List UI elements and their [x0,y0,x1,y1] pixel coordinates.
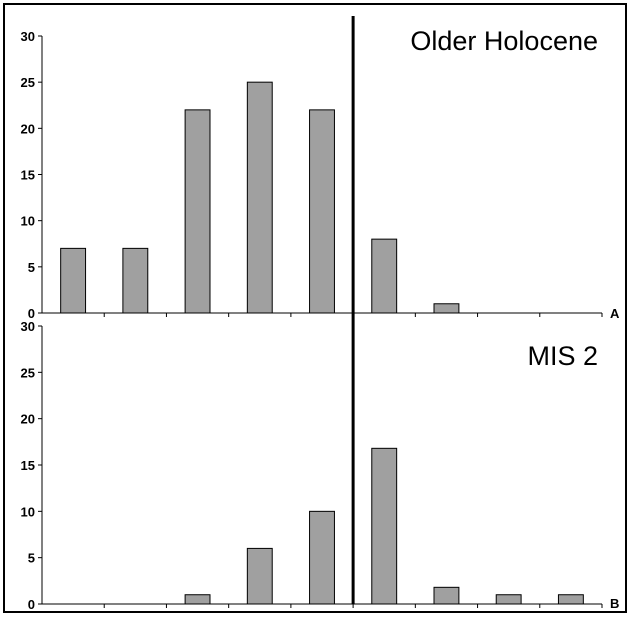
panel-a-letter: A [610,306,620,321]
panel-b-bar [371,447,398,605]
panel-a-title: Older Holocene [410,26,598,56]
panel-a-bar [184,109,211,314]
panel-b-y-tick-label: 5 [28,551,35,566]
panel-b-bar [184,594,211,605]
panel-a-bar [122,247,149,314]
panel-a-y-tick-label: 25 [21,75,35,90]
panel-a-y-tick-label: 0 [28,306,35,321]
panel-a-bar [60,247,87,314]
panel-b-y-tick-label: 30 [21,319,35,334]
panel-b-letter: B [610,596,619,611]
panel-a-y-tick-label: 5 [28,260,35,275]
panel-b-y-tick-label: 10 [21,504,35,519]
panel-b-bar [433,586,460,605]
panel-b-bar [309,510,335,605]
panel-a-y-tick-label: 15 [21,168,35,183]
panel-a-y-tick-label: 20 [21,121,35,136]
panel-a-bar [371,238,398,314]
panel-a-bar [246,81,273,314]
panel-b-y-tick-label: 20 [21,412,35,427]
panel-a-y-tick-label: 10 [21,214,35,229]
panel-b-y-tick-label: 15 [21,458,35,473]
panel-a-y-tick-label: 30 [21,29,35,44]
panel-b-bar [495,594,522,605]
panel-b-bar [557,594,584,605]
panel-b-bar [246,547,273,605]
panel-b-title: MIS 2 [527,341,598,371]
panel-b-mis-2: MIS 2 B 0 5 10 15 20 25 30 [21,319,620,612]
panel-b-y-tick-label: 25 [21,365,35,380]
panel-a-bar [309,109,335,314]
figure-frame [3,3,627,613]
panel-a-bar [433,303,460,314]
panel-a-older-holocene: Older Holocene A 0 5 10 15 20 25 30 [21,26,620,321]
panel-b-y-tick-label: 0 [28,597,35,612]
